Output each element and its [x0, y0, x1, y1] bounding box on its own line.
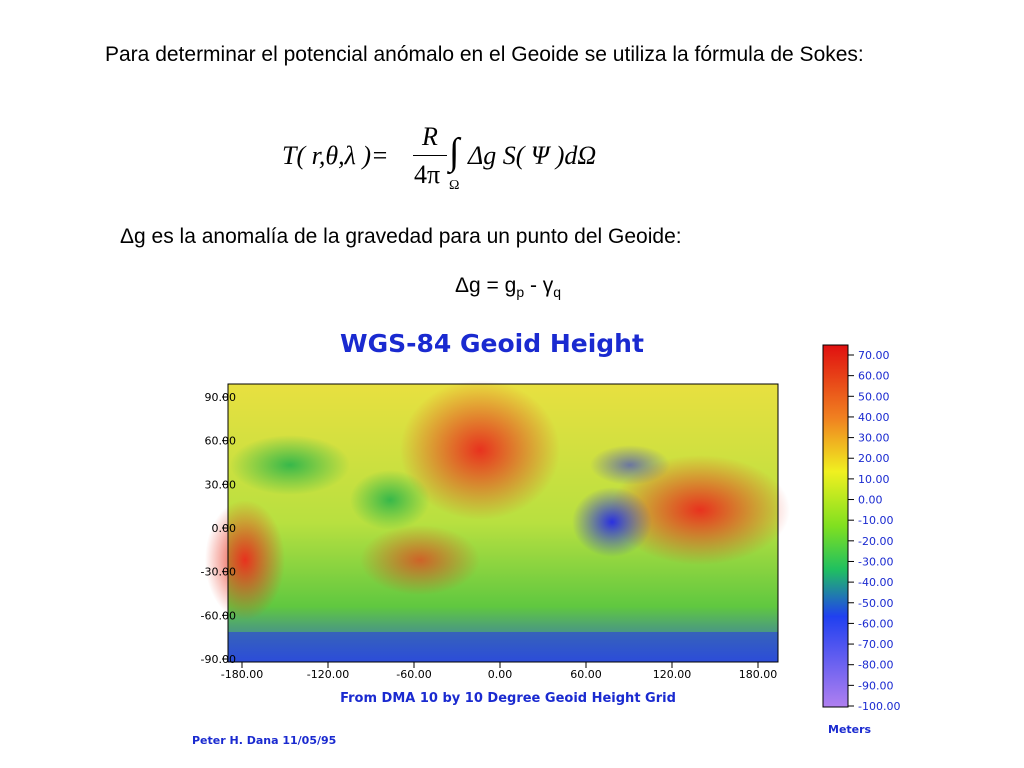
colorbar-label: -20.00: [858, 535, 893, 548]
figure-subtitle: From DMA 10 by 10 Degree Geoid Height Gr…: [340, 691, 676, 706]
integral: ∫: [449, 131, 460, 173]
colorbar-label: -70.00: [858, 638, 893, 651]
eq-part: - γ: [524, 274, 554, 297]
y-tick-label: -90.00: [201, 653, 236, 666]
colorbar-label: 30.00: [858, 432, 890, 445]
colorbar-label: -100.00: [858, 700, 900, 713]
colorbar: [822, 344, 849, 708]
credit: Peter H. Dana 11/05/95: [192, 734, 336, 747]
y-tick-label: -30.00: [201, 566, 236, 579]
colorbar-label: 10.00: [858, 473, 890, 486]
y-tick-label: 60.00: [205, 435, 237, 448]
formula-numerator: R: [422, 122, 438, 151]
colorbar-label: 50.00: [858, 390, 890, 403]
formula-denominator: 4π: [414, 160, 441, 189]
x-tick-label: 120.00: [653, 668, 692, 681]
figure-title: WGS-84 Geoid Height: [340, 329, 644, 358]
equation: Δg = gp - γq: [455, 274, 561, 300]
colorbar-label: 20.00: [858, 452, 890, 465]
x-tick-label: 0.00: [488, 668, 513, 681]
formula-lhs: T( r,θ,λ )=: [282, 141, 389, 170]
y-tick-label: 0.00: [212, 522, 237, 535]
integral-domain: Ω: [449, 178, 460, 193]
colorbar-label: 40.00: [858, 411, 890, 424]
x-tick-label: -180.00: [221, 668, 263, 681]
y-tick-label: 30.00: [205, 478, 237, 491]
x-tick-label: 60.00: [570, 668, 602, 681]
formula-integrand: Δg S( Ψ )dΩ: [468, 141, 597, 170]
colorbar-label: -10.00: [858, 514, 893, 527]
colorbar-label: 70.00: [858, 349, 890, 362]
colorbar-unit: Meters: [828, 723, 872, 736]
map-shading: [205, 380, 790, 662]
map-frame: [227, 383, 779, 663]
eq-sub: q: [553, 284, 562, 301]
eq-part: Δg = g: [455, 274, 517, 297]
eq-sub: p: [516, 284, 525, 301]
paragraph: Para determinar el potencial anómalo en …: [105, 43, 864, 66]
colorbar-label: -30.00: [858, 555, 893, 568]
paragraph: Δg es la anomalía de la gravedad para un…: [120, 225, 682, 248]
colorbar-label: -60.00: [858, 617, 893, 630]
x-tick-label: -120.00: [307, 668, 349, 681]
y-tick-label: -60.00: [201, 609, 236, 622]
x-tick-label: -60.00: [396, 668, 431, 681]
fraction-bar: [413, 155, 447, 156]
colorbar-label: -50.00: [858, 597, 893, 610]
x-tick-label: 180.00: [739, 668, 778, 681]
colorbar-label: -80.00: [858, 659, 893, 672]
colorbar-label: 0.00: [858, 494, 883, 507]
y-tick-label: 90.00: [205, 391, 237, 404]
colorbar-label: -40.00: [858, 576, 893, 589]
colorbar-label: 60.00: [858, 370, 890, 383]
colorbar-label: -90.00: [858, 679, 893, 692]
